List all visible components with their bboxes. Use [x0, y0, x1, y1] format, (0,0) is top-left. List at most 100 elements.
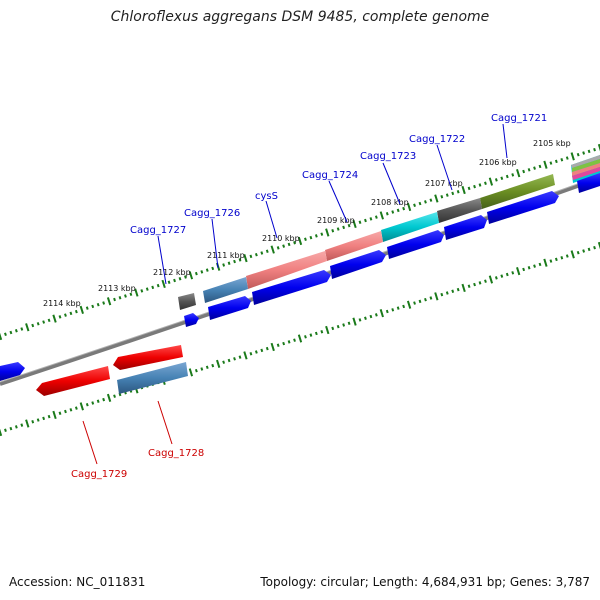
tick-minor	[418, 201, 422, 206]
tick-minor	[233, 259, 236, 264]
tick-major	[106, 393, 112, 403]
tick-minor	[102, 397, 106, 402]
tick-minor	[233, 357, 236, 361]
gene-label-cagg-1729[interactable]: Cagg_1729	[71, 469, 127, 480]
tick-minor	[369, 314, 373, 319]
tick-minor	[124, 294, 127, 298]
tick-major	[325, 228, 330, 237]
tick-minor	[424, 297, 427, 302]
tick-minor	[358, 318, 362, 322]
tick-major	[188, 368, 194, 377]
tick-minor	[467, 186, 471, 191]
tick-minor	[364, 218, 367, 223]
cds-forward[interactable]	[387, 230, 444, 259]
feature-cyan[interactable]	[381, 212, 439, 242]
tick-minor	[36, 418, 40, 422]
tick-minor	[473, 282, 476, 287]
cds-forward-edge[interactable]	[577, 173, 600, 193]
tick-minor	[358, 220, 362, 224]
tick-minor	[31, 420, 35, 424]
tick-major	[434, 194, 439, 203]
tick-major	[406, 202, 412, 212]
tick-minor	[276, 246, 280, 250]
tick-minor	[511, 271, 515, 275]
gene-label-cagg-1722[interactable]: Cagg_1722	[409, 134, 465, 145]
tick-minor	[309, 333, 313, 337]
tick-minor	[336, 227, 340, 231]
forward-gene-labels: Cagg_1721 Cagg_1722 Cagg_1723 Cagg_1724 …	[130, 113, 547, 236]
feature-track	[178, 155, 600, 310]
tick-minor	[533, 264, 536, 268]
tick-minor	[222, 263, 226, 267]
feature-salmon-2[interactable]	[325, 231, 383, 261]
tick-major	[543, 258, 548, 267]
gene-label-cagg-1727[interactable]: Cagg_1727	[130, 225, 186, 236]
tick-minor	[113, 297, 116, 302]
feature-dark-gray[interactable]	[437, 198, 482, 223]
tick-minor	[478, 281, 482, 285]
tick-minor	[58, 315, 62, 319]
tick-minor	[522, 169, 526, 174]
tick-minor	[484, 181, 487, 186]
tick-major	[243, 254, 248, 263]
tick-label: 2110 kbp	[262, 234, 300, 243]
tick-minor	[364, 316, 367, 320]
feature-dark-gray-small[interactable]	[178, 293, 196, 310]
cds-forward[interactable]	[252, 270, 331, 305]
cds-forward-edge-left[interactable]	[0, 362, 25, 381]
tick-major	[79, 305, 84, 315]
tick-minor	[74, 406, 78, 410]
tick-major	[516, 169, 521, 178]
tick-minor	[527, 266, 531, 270]
tick-minor	[500, 176, 504, 180]
tick-minor	[36, 322, 40, 326]
tick-minor	[151, 285, 155, 290]
gene-label-cagg-1721[interactable]: Cagg_1721	[491, 113, 547, 124]
tick-minor	[184, 275, 187, 279]
feature-olive[interactable]	[480, 174, 555, 209]
feature-steel-blue[interactable]	[203, 277, 248, 303]
gene-label-cagg-1728[interactable]: Cagg_1728	[148, 448, 204, 459]
tick-minor	[238, 258, 242, 262]
tick-labels: 2105 kbp 2106 kbp 2107 kbp 2108 kbp 2109…	[43, 139, 571, 308]
tick-major	[379, 309, 384, 318]
tick-major	[516, 267, 521, 276]
tick-minor	[282, 244, 286, 248]
feature-salmon-1[interactable]	[246, 251, 327, 289]
tick-minor	[391, 210, 395, 214]
tick-major	[134, 288, 139, 297]
cds-reverse-steel[interactable]	[117, 362, 188, 394]
tick-minor	[500, 274, 504, 278]
cds-reverse[interactable]	[113, 345, 183, 370]
cds-forward[interactable]	[208, 296, 251, 320]
tick-minor	[374, 313, 378, 317]
tick-minor	[74, 309, 78, 314]
cds-forward[interactable]	[184, 313, 199, 327]
gene-label-cagg-1723[interactable]: Cagg_1723	[360, 151, 416, 162]
tick-major	[0, 332, 3, 341]
tick-minor	[549, 259, 553, 263]
tick-minor	[554, 257, 558, 262]
tick-minor	[9, 426, 13, 431]
tick-minor	[445, 193, 449, 197]
tick-major	[488, 177, 494, 186]
tick-major	[270, 342, 275, 352]
gene-label-cyss[interactable]: cysS	[255, 191, 278, 202]
tick-minor	[14, 329, 18, 333]
cds-forward[interactable]	[330, 250, 386, 279]
tick-minor	[140, 289, 144, 293]
tick-minor	[478, 183, 482, 187]
tick-minor	[96, 302, 100, 307]
tick-minor	[118, 296, 122, 300]
cds-forward[interactable]	[444, 215, 487, 240]
cds-reverse[interactable]	[36, 366, 110, 396]
gene-label-cagg-1724[interactable]: Cagg_1724	[302, 170, 358, 181]
tick-minor	[413, 301, 416, 305]
tick-major	[216, 359, 221, 369]
tick-minor	[47, 414, 51, 419]
tick-minor	[205, 268, 209, 272]
gene-label-cagg-1726[interactable]: Cagg_1726	[184, 208, 240, 219]
tick-major	[379, 211, 384, 220]
cds-forward[interactable]	[487, 191, 559, 224]
